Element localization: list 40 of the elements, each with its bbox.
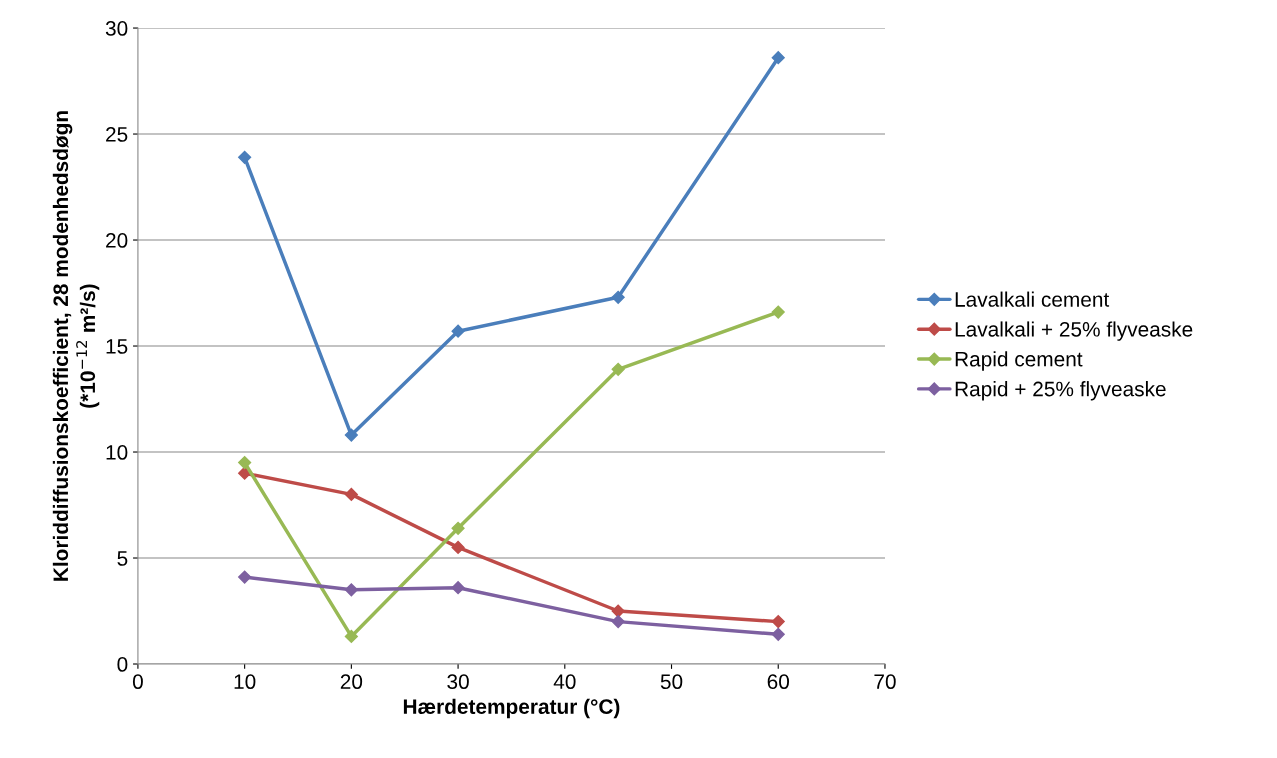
x-tick-label: 50 <box>660 674 683 690</box>
legend-label: Lavalkali + 25% flyveaske <box>955 321 1193 341</box>
x-tick-label: 60 <box>767 674 790 690</box>
point <box>771 51 785 65</box>
x-tick-label: 10 <box>234 674 256 690</box>
point <box>344 629 358 644</box>
point <box>611 362 625 376</box>
point <box>238 570 252 584</box>
point <box>344 487 358 502</box>
point <box>238 150 252 164</box>
point <box>451 521 465 535</box>
y-tick-label: 20 <box>106 233 128 248</box>
point <box>451 581 465 595</box>
point <box>238 456 252 470</box>
legend-label: Rapid cement <box>955 351 1083 371</box>
y-tick-label: 25 <box>106 127 128 142</box>
y-tick-label: 15 <box>106 339 128 354</box>
legend-label: Rapid + 25% flyveaske <box>955 381 1166 401</box>
point <box>451 540 465 555</box>
point <box>344 583 358 597</box>
y-tick-label: 30 <box>105 21 128 36</box>
point <box>771 305 785 319</box>
point <box>771 627 785 641</box>
y-tick-label: 5 <box>117 551 128 566</box>
x-axis-title: Hærdetemperatur (°C) <box>403 698 620 719</box>
y-tick-label: 0 <box>117 657 128 672</box>
y-axis-title: Kloriddiffusionskoefficient, 28 modenhedsdøgn (*10$^{−12}$ m²/s) <box>52 111 100 581</box>
point <box>611 604 625 618</box>
x-tick-label: 70 <box>874 674 896 690</box>
x-tick-label: 20 <box>340 674 363 690</box>
point <box>611 615 625 629</box>
y-tick-label: 10 <box>106 445 128 460</box>
x-tick-label: 30 <box>447 674 469 690</box>
point <box>344 428 358 442</box>
point <box>451 324 465 338</box>
point <box>611 290 625 304</box>
point <box>771 615 785 629</box>
legend-label: Lavalkali cement <box>955 291 1110 307</box>
x-tick-label: 40 <box>553 674 576 690</box>
x-tick-label: 0 <box>132 674 143 690</box>
